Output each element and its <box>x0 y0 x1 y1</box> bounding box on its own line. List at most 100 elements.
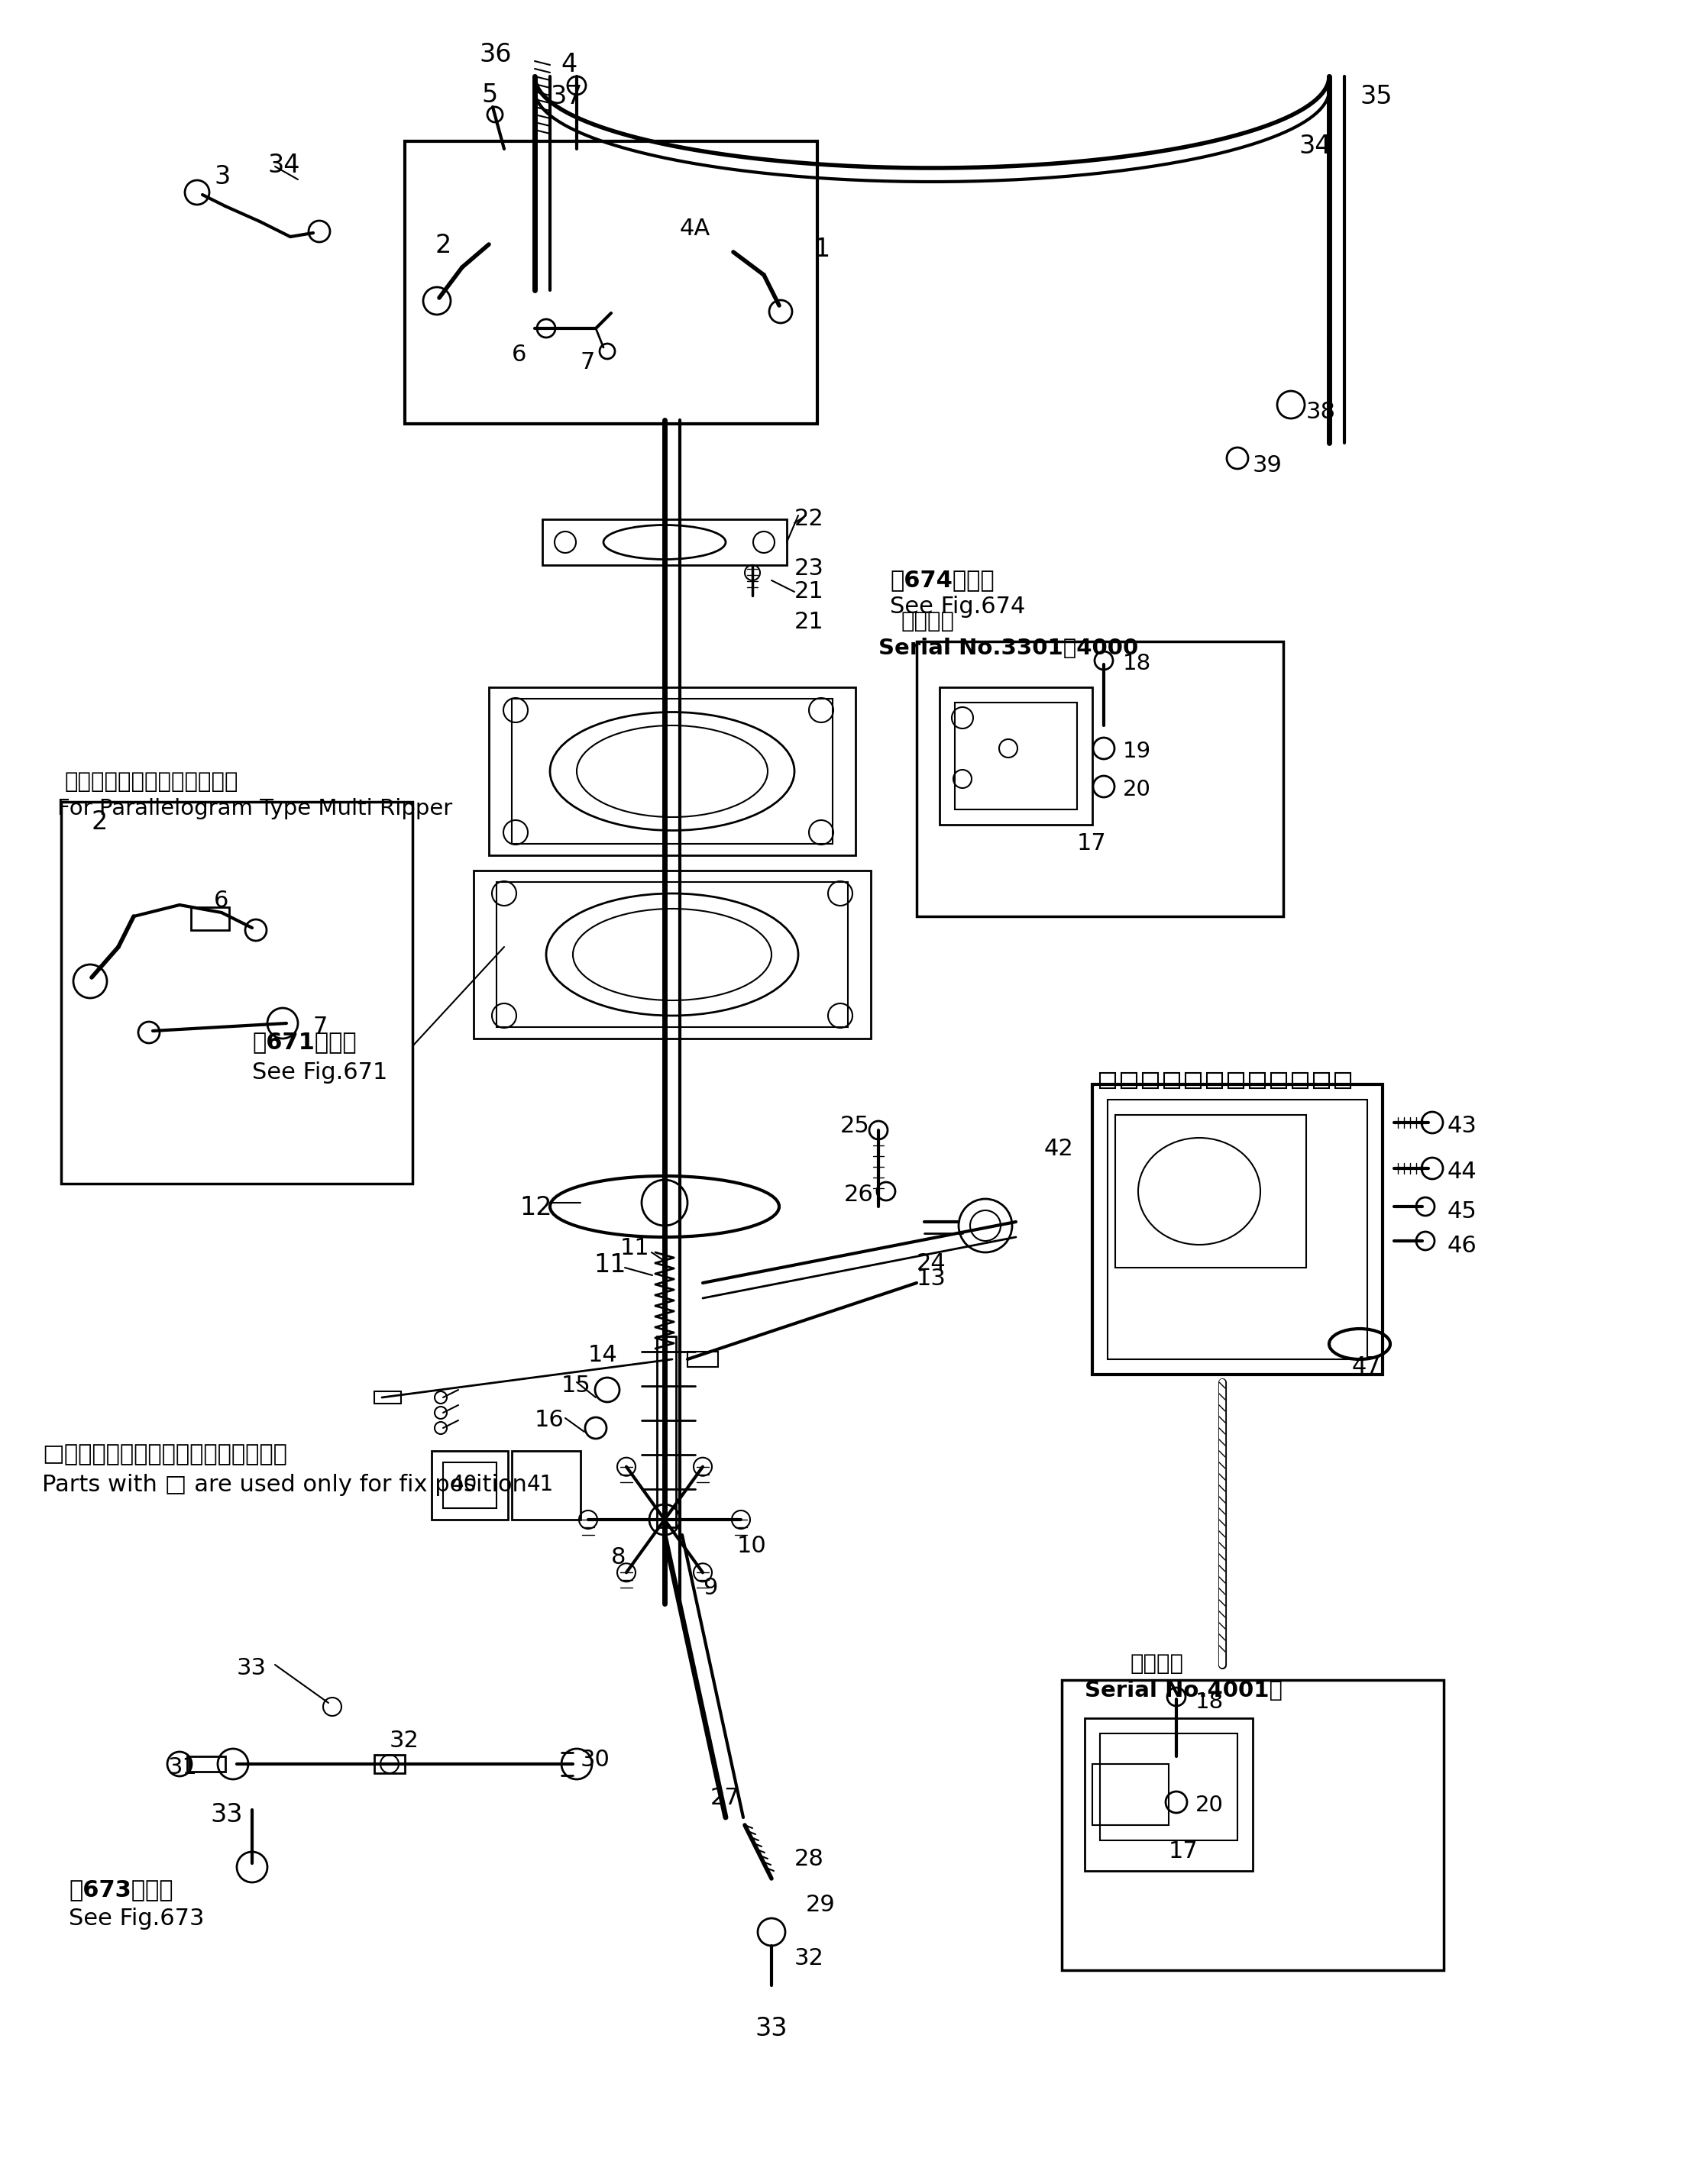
Bar <box>1314 1072 1329 1088</box>
Text: 1: 1 <box>814 236 831 262</box>
Text: 2: 2 <box>436 234 453 258</box>
Text: 44: 44 <box>1448 1160 1476 1184</box>
Text: 42: 42 <box>1044 1138 1073 1160</box>
Bar <box>1207 1072 1222 1088</box>
Bar <box>1249 1072 1264 1088</box>
Bar <box>512 699 832 843</box>
Text: 20: 20 <box>1122 780 1151 799</box>
Text: 固定式　マルチリッパ　専用: 固定式 マルチリッパ 専用 <box>64 771 239 793</box>
Text: 26: 26 <box>844 1184 873 1206</box>
Text: 40: 40 <box>451 1474 478 1496</box>
Text: 32: 32 <box>390 1730 419 1752</box>
Text: 33: 33 <box>210 1802 242 1828</box>
Bar <box>473 871 871 1040</box>
Bar <box>186 1756 225 1771</box>
Text: 15: 15 <box>561 1374 592 1398</box>
Bar <box>1092 1085 1383 1374</box>
Text: 8: 8 <box>612 1546 625 1568</box>
Bar <box>375 1391 402 1404</box>
Bar <box>1185 1072 1200 1088</box>
Text: 18: 18 <box>1122 653 1151 675</box>
Text: 46: 46 <box>1448 1234 1476 1258</box>
Text: 適用号機: 適用号機 <box>1131 1653 1185 1675</box>
Bar <box>1122 1072 1137 1088</box>
Bar <box>1115 1114 1307 1267</box>
Text: 34: 34 <box>268 153 300 177</box>
Text: 37: 37 <box>549 83 583 109</box>
Text: 27: 27 <box>710 1787 741 1808</box>
Bar <box>1092 1765 1168 1826</box>
Text: 第671図参照: 第671図参照 <box>253 1031 356 1053</box>
Text: Parts with □ are used only for fix position: Parts with □ are used only for fix posit… <box>42 1474 527 1496</box>
Text: 13: 13 <box>917 1267 946 1291</box>
Text: 7: 7 <box>580 352 595 373</box>
Text: See Fig.673: See Fig.673 <box>69 1907 205 1931</box>
Text: 45: 45 <box>1448 1201 1476 1223</box>
Bar <box>542 520 786 566</box>
Bar <box>375 1754 405 1773</box>
Text: 33: 33 <box>756 2016 788 2042</box>
Bar <box>488 688 856 856</box>
Bar <box>1100 1734 1237 1841</box>
Text: Serial No.4001～: Serial No.4001～ <box>1085 1679 1283 1701</box>
Bar <box>1229 1072 1244 1088</box>
Bar <box>512 1450 580 1520</box>
Text: For Parallelogram Type Multi Ripper: For Parallelogram Type Multi Ripper <box>58 797 453 819</box>
Text: 43: 43 <box>1448 1114 1478 1138</box>
Text: 38: 38 <box>1307 402 1336 424</box>
Bar <box>658 1337 676 1527</box>
Text: 20: 20 <box>1195 1795 1224 1815</box>
Text: 33: 33 <box>237 1658 266 1679</box>
Bar <box>61 802 412 1184</box>
Bar <box>1142 1072 1158 1088</box>
Text: 41: 41 <box>527 1474 554 1496</box>
Text: See Fig.671: See Fig.671 <box>253 1061 388 1083</box>
Text: 6: 6 <box>214 889 229 911</box>
Text: 47: 47 <box>1353 1356 1381 1378</box>
Text: 35: 35 <box>1359 83 1392 109</box>
Text: 23: 23 <box>795 557 824 579</box>
Bar <box>1085 1719 1253 1872</box>
Bar <box>405 142 817 424</box>
Bar <box>192 906 229 930</box>
Text: 第674図参照: 第674図参照 <box>890 568 995 592</box>
Text: 12: 12 <box>519 1195 553 1221</box>
Bar <box>917 642 1283 917</box>
Bar <box>1100 1072 1115 1088</box>
Text: 10: 10 <box>737 1535 766 1557</box>
Bar <box>497 882 848 1026</box>
Text: 30: 30 <box>580 1749 610 1771</box>
Text: 7: 7 <box>314 1016 327 1037</box>
Text: 25: 25 <box>841 1114 870 1138</box>
Text: 34: 34 <box>1298 133 1331 159</box>
Text: 39: 39 <box>1253 454 1283 476</box>
Text: 16: 16 <box>534 1409 564 1431</box>
Text: 31: 31 <box>168 1756 198 1778</box>
Bar <box>1293 1072 1309 1088</box>
Text: 3: 3 <box>214 164 231 190</box>
Text: 28: 28 <box>795 1848 824 1870</box>
Bar <box>688 1352 719 1367</box>
Bar <box>1107 1099 1368 1358</box>
Text: 19: 19 <box>1122 740 1151 762</box>
Text: 22: 22 <box>795 509 824 531</box>
Text: 18: 18 <box>1195 1690 1224 1712</box>
Text: 4A: 4A <box>680 218 710 240</box>
Text: 11: 11 <box>620 1236 649 1260</box>
Text: 11: 11 <box>593 1251 627 1278</box>
Bar <box>1061 1679 1444 1970</box>
Bar <box>442 1463 497 1509</box>
Bar <box>1336 1072 1351 1088</box>
Text: Serial No.3301～4000: Serial No.3301～4000 <box>878 638 1139 660</box>
Text: 適用号機: 適用号機 <box>902 612 954 633</box>
Text: 9: 9 <box>703 1577 717 1599</box>
Bar <box>954 703 1076 810</box>
Text: 第673図参照: 第673図参照 <box>69 1878 173 1900</box>
Text: 5: 5 <box>481 83 497 107</box>
Bar <box>432 1450 509 1520</box>
Text: 32: 32 <box>795 1948 824 1970</box>
Text: 21: 21 <box>795 581 824 603</box>
Text: 6: 6 <box>512 343 527 365</box>
Text: 21: 21 <box>795 612 824 633</box>
Text: See Fig.674: See Fig.674 <box>890 596 1025 618</box>
